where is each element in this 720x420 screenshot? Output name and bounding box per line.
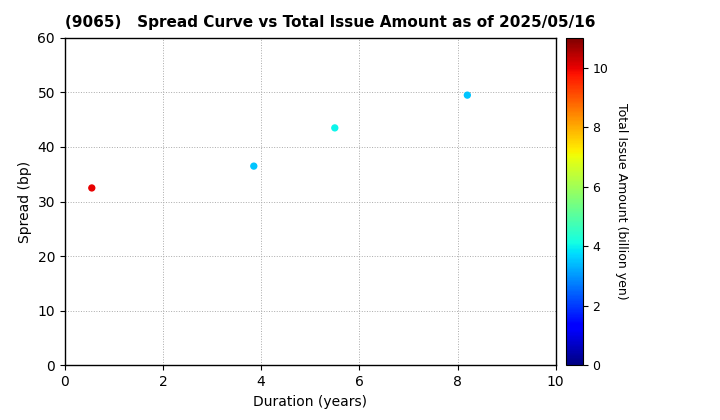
Text: (9065)   Spread Curve vs Total Issue Amount as of 2025/05/16: (9065) Spread Curve vs Total Issue Amoun…: [65, 15, 595, 30]
Point: [462, 92, 473, 98]
Point: [329, 124, 341, 131]
Y-axis label: Total Issue Amount (billion yen): Total Issue Amount (billion yen): [615, 103, 628, 300]
Y-axis label: Spread (bp): Spread (bp): [18, 160, 32, 243]
X-axis label: Duration (years): Duration (years): [253, 395, 367, 409]
Point: [248, 163, 260, 170]
Point: [86, 185, 98, 192]
